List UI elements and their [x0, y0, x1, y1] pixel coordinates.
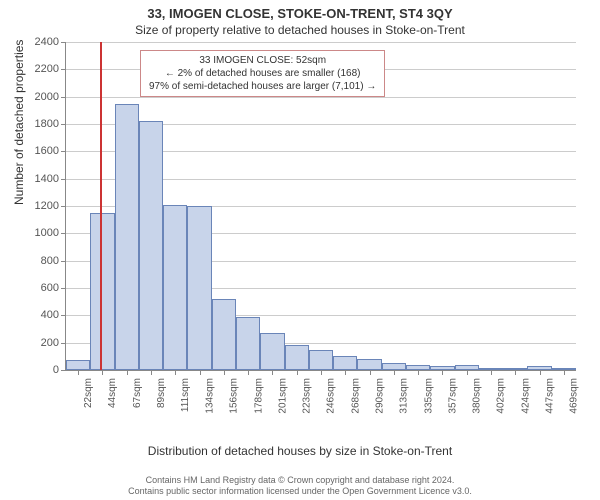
x-axis-tick-label: 22sqm [83, 378, 94, 408]
x-tick [491, 370, 492, 375]
y-tick [61, 288, 66, 289]
x-axis-tick-label: 335sqm [423, 378, 434, 414]
x-axis-tick-label: 469sqm [569, 378, 580, 414]
x-tick [127, 370, 128, 375]
y-tick [61, 42, 66, 43]
y-axis-tick-label: 400 [11, 309, 59, 321]
title-sub: Size of property relative to detached ho… [0, 21, 600, 37]
histogram-bar [236, 317, 260, 370]
x-tick [102, 370, 103, 375]
annotation-line3: 97% of semi-detached houses are larger (… [149, 80, 376, 93]
x-axis-tick-label: 447sqm [545, 378, 556, 414]
histogram-bar [382, 363, 406, 370]
y-tick [61, 69, 66, 70]
x-tick [515, 370, 516, 375]
footer: Contains HM Land Registry data © Crown c… [0, 475, 600, 498]
annotation-box: 33 IMOGEN CLOSE: 52sqm ← 2% of detached … [140, 50, 385, 97]
x-axis-tick-label: 290sqm [375, 378, 386, 414]
x-axis-tick-label: 89sqm [156, 378, 167, 408]
x-tick [442, 370, 443, 375]
footer-line1: Contains HM Land Registry data © Crown c… [0, 475, 600, 487]
histogram-bar [115, 104, 139, 371]
annotation-line2: ← 2% of detached houses are smaller (168… [149, 67, 376, 80]
y-tick [61, 315, 66, 316]
x-tick [248, 370, 249, 375]
y-tick [61, 233, 66, 234]
x-tick [321, 370, 322, 375]
y-axis-tick-label: 0 [11, 364, 59, 376]
histogram-bar [333, 356, 357, 370]
histogram-bar [357, 359, 381, 370]
y-tick [61, 261, 66, 262]
x-tick [224, 370, 225, 375]
x-axis-tick-label: 134sqm [205, 378, 216, 414]
x-tick [297, 370, 298, 375]
y-axis-tick-label: 1400 [11, 173, 59, 185]
x-tick [200, 370, 201, 375]
x-tick [272, 370, 273, 375]
x-axis-tick-label: 178sqm [253, 378, 264, 414]
title-main: 33, IMOGEN CLOSE, STOKE-ON-TRENT, ST4 3Q… [0, 0, 600, 21]
histogram-bar [212, 299, 236, 370]
x-axis-tick-label: 67sqm [132, 378, 143, 408]
y-axis-tick-label: 2400 [11, 36, 59, 48]
x-axis-tick-label: 268sqm [350, 378, 361, 414]
x-axis-tick-label: 424sqm [520, 378, 531, 414]
histogram-bar [66, 360, 90, 370]
y-axis-tick-label: 1800 [11, 118, 59, 130]
annotation-line1: 33 IMOGEN CLOSE: 52sqm [149, 54, 376, 67]
x-axis-title: Distribution of detached houses by size … [0, 444, 600, 458]
x-axis-tick-label: 111sqm [180, 378, 191, 412]
x-tick [564, 370, 565, 375]
x-axis-tick-label: 201sqm [277, 378, 288, 414]
y-axis-tick-label: 1200 [11, 200, 59, 212]
highlight-marker [100, 42, 102, 370]
x-axis-tick-label: 402sqm [496, 378, 507, 414]
histogram-bar [285, 345, 309, 370]
x-axis-tick-label: 313sqm [399, 378, 410, 414]
histogram-bar [139, 121, 163, 370]
y-tick [61, 179, 66, 180]
x-axis-tick-label: 246sqm [326, 378, 337, 414]
x-tick [418, 370, 419, 375]
x-tick [394, 370, 395, 375]
y-tick [61, 97, 66, 98]
x-axis-tick-label: 44sqm [107, 378, 118, 408]
y-axis-tick-label: 800 [11, 255, 59, 267]
x-axis-tick-label: 357sqm [447, 378, 458, 414]
y-tick [61, 206, 66, 207]
y-axis-tick-label: 200 [11, 337, 59, 349]
y-axis-tick-label: 2200 [11, 63, 59, 75]
grid-line [66, 42, 576, 43]
x-axis-tick-label: 223sqm [302, 378, 313, 414]
x-tick [345, 370, 346, 375]
histogram-bar [90, 213, 114, 370]
x-tick [540, 370, 541, 375]
y-axis-tick-label: 600 [11, 282, 59, 294]
y-axis-tick-label: 1000 [11, 227, 59, 239]
chart-container: 33, IMOGEN CLOSE, STOKE-ON-TRENT, ST4 3Q… [0, 0, 600, 500]
histogram-bar [309, 350, 333, 371]
y-tick [61, 343, 66, 344]
x-tick [78, 370, 79, 375]
x-tick [467, 370, 468, 375]
y-axis-tick-label: 2000 [11, 91, 59, 103]
y-tick [61, 124, 66, 125]
y-tick [61, 151, 66, 152]
footer-line2: Contains public sector information licen… [0, 486, 600, 498]
histogram-bar [187, 206, 211, 370]
x-axis-tick-label: 380sqm [472, 378, 483, 414]
histogram-bar [260, 333, 284, 370]
x-tick [175, 370, 176, 375]
x-axis-tick-label: 156sqm [229, 378, 240, 414]
y-tick [61, 370, 66, 371]
y-axis-tick-label: 1600 [11, 145, 59, 157]
x-tick [370, 370, 371, 375]
histogram-bar [163, 205, 187, 370]
x-tick [151, 370, 152, 375]
